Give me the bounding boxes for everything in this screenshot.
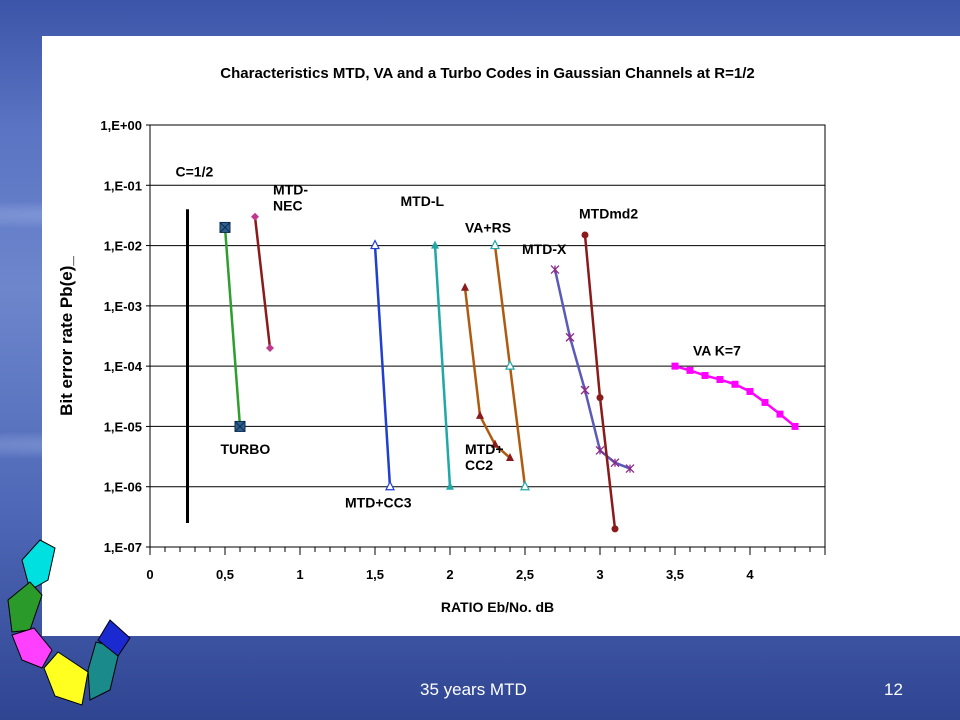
series-label-0: TURBO: [221, 441, 271, 457]
series-point-8: [731, 380, 739, 388]
series-label-5: VA+RS: [465, 219, 511, 235]
series-point-6: [595, 445, 605, 455]
series-point-0-cross: [219, 222, 231, 233]
series-point-6: [565, 332, 575, 342]
series-point-6: [550, 265, 560, 275]
series-label-1: MTD-NEC: [273, 182, 308, 214]
series-point-8: [761, 398, 769, 406]
series-label-3: MTD-L: [401, 193, 445, 209]
series-point-4: [461, 282, 469, 291]
series-label-4: MTD+ CC2: [465, 441, 504, 473]
y-tick-label: 1,E-06: [104, 480, 142, 495]
series-point-8: [701, 371, 709, 379]
series-point-7: [596, 394, 604, 402]
series-point-8: [686, 366, 694, 374]
footer-title: 35 years MTD: [420, 680, 527, 699]
y-tick-label: 1,E+00: [100, 118, 142, 133]
series-line-1: [253, 216, 272, 349]
series-point-8: [671, 362, 679, 370]
series-label-2: MTD+CC3: [345, 495, 412, 511]
series-point-3: [431, 240, 439, 249]
series-point-6: [610, 458, 620, 468]
x-tick-label: 1: [296, 567, 303, 582]
series-point-2: [370, 239, 380, 250]
y-axis-label: Bit error rate Pb(e)_: [57, 256, 76, 416]
capacity-label: C=1/2: [176, 163, 214, 179]
x-tick-label: 4: [746, 567, 754, 582]
series-point-4: [476, 410, 484, 419]
x-tick-label: 0: [146, 567, 153, 582]
series-point-1: [266, 343, 274, 352]
series-point-8: [746, 387, 754, 395]
series-point-4: [491, 439, 499, 448]
series-point-6: [580, 385, 590, 395]
series-point-8: [776, 410, 784, 418]
x-tick-label: 0,5: [216, 567, 234, 582]
series-point-8: [791, 422, 799, 430]
x-tick-label: 3: [596, 567, 603, 582]
series-point-3: [446, 481, 454, 490]
series-line-0: [223, 227, 242, 427]
series-line-6: [553, 269, 631, 470]
series-line-7: [583, 234, 617, 529]
series-point-5: [490, 239, 500, 250]
series-line-4: [463, 287, 511, 459]
series-point-4: [506, 452, 514, 461]
x-tick-label: 2: [446, 567, 453, 582]
chart-title: Characteristics MTD, VA and a Turbo Code…: [220, 65, 754, 82]
cycle-arrows-logo: [7, 539, 131, 706]
series-label-8: VA K=7: [693, 343, 741, 359]
y-tick-label: 1,E-01: [104, 178, 142, 193]
x-tick-label: 1,5: [366, 567, 384, 582]
x-axis-label: RATIO Eb/No. dB: [441, 599, 554, 615]
y-tick-label: 1,E-07: [104, 540, 142, 555]
x-tick-label: 2,5: [516, 567, 534, 582]
series-point-7: [581, 231, 589, 239]
y-tick-label: 1,E-02: [104, 239, 142, 254]
series-point-2: [385, 480, 395, 491]
series-line-3: [433, 245, 452, 487]
chart-panel: Characteristics MTD, VA and a Turbo Code…: [42, 36, 960, 636]
chart: Characteristics MTD, VA and a Turbo Code…: [57, 65, 826, 615]
page-number: 12: [884, 680, 903, 699]
y-tick-label: 1,E-03: [104, 299, 142, 314]
x-tick-label: 3,5: [666, 567, 684, 582]
series-label-7: MTDmd2: [579, 206, 638, 222]
series-point-0-cross: [234, 421, 246, 432]
series-point-8: [716, 376, 724, 384]
y-tick-label: 1,E-05: [104, 419, 142, 434]
series-point-6: [625, 464, 635, 474]
series-point-5: [505, 359, 515, 370]
series-point-7: [611, 525, 619, 533]
plot-border: [149, 124, 826, 548]
series-point-5: [520, 480, 530, 491]
series-point-1: [251, 212, 259, 221]
series-line-2: [373, 245, 392, 487]
y-tick-label: 1,E-04: [104, 359, 143, 374]
series-label-6: MTD-X: [522, 241, 567, 257]
